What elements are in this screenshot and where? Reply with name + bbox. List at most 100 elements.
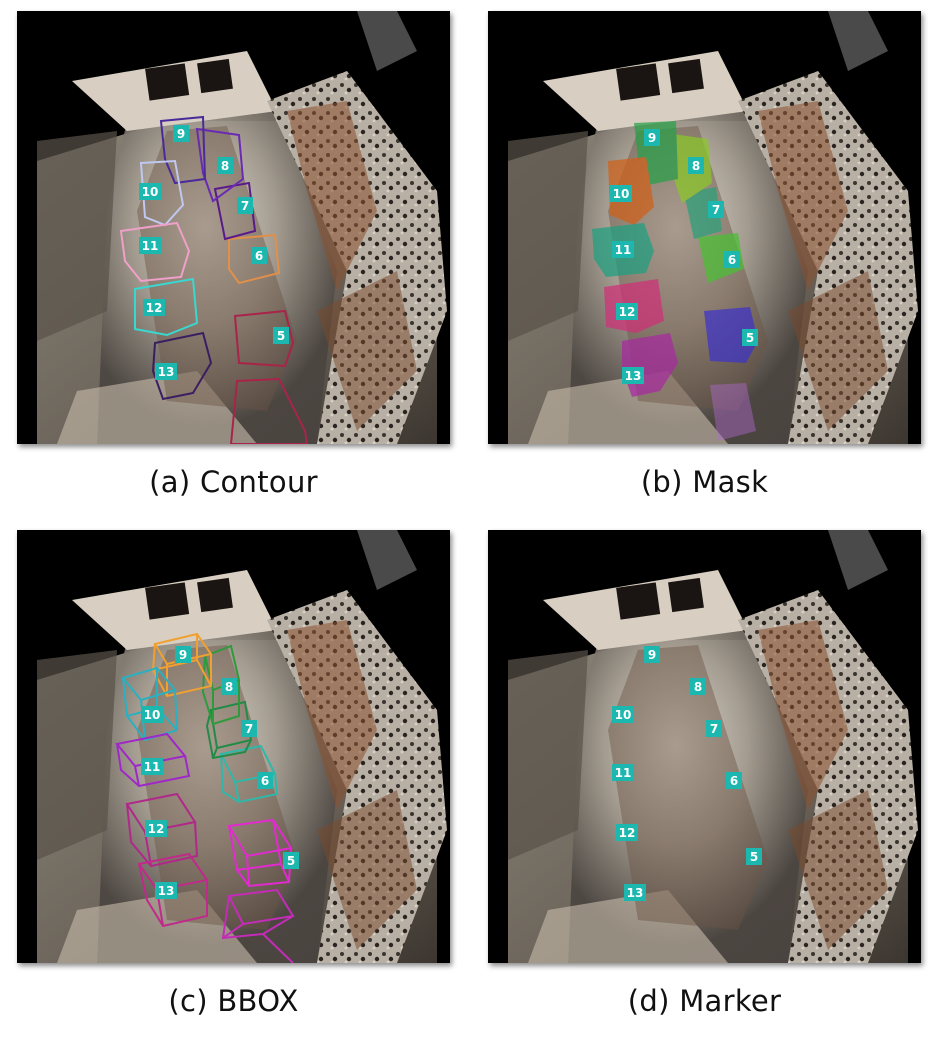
marker-text: 10	[144, 708, 161, 722]
marker-label-5: 5	[273, 327, 289, 344]
marker-badge	[155, 882, 177, 899]
contour-13	[151, 331, 213, 401]
marker-badge	[612, 706, 634, 723]
caption-d: (d) Marker	[627, 984, 782, 1018]
bbox-9	[151, 632, 213, 698]
marker-badge	[143, 299, 165, 316]
contour-10	[139, 159, 185, 227]
contour-5	[233, 309, 295, 368]
marker-text: 11	[615, 766, 632, 780]
mask-extra	[710, 383, 756, 441]
marker-badge	[622, 367, 644, 384]
marker-label-7: 7	[706, 720, 722, 737]
marker-text: 9	[179, 648, 187, 662]
marker-label-5: 5	[746, 848, 762, 865]
contour-5b	[229, 377, 309, 444]
marker-badge	[257, 772, 273, 789]
marker-text: 8	[221, 159, 229, 173]
marker-badge	[155, 363, 177, 380]
marker-label-13: 13	[155, 882, 177, 899]
marker-badge	[251, 247, 267, 264]
marker-text: 8	[225, 680, 233, 694]
marker-text: 10	[613, 187, 630, 201]
marker-badge	[175, 646, 191, 663]
marker-badge	[217, 157, 233, 174]
contour-9	[159, 115, 207, 185]
marker-text: 7	[241, 199, 249, 213]
marker-label-12: 12	[616, 303, 638, 320]
marker-badge	[624, 884, 646, 901]
panel-marker: 5 6 7 8 9 10 11 12 13	[488, 530, 921, 963]
marker-text: 6	[730, 774, 738, 788]
contour-11	[119, 221, 191, 283]
marker-text: 9	[648, 131, 656, 145]
marker-text: 7	[712, 203, 720, 217]
contour-7	[213, 181, 257, 241]
scene-image-contour: 5 6 7 8 9 10 11 12 13	[17, 11, 450, 444]
marker-text: 8	[694, 680, 702, 694]
marker-label-8: 8	[688, 157, 704, 174]
marker-badge	[690, 678, 706, 695]
marker-text: 10	[142, 185, 159, 199]
scene-image-marker: 5 6 7 8 9 10 11 12 13	[488, 530, 921, 963]
scene-image-bbox: 5 6 7 8 9 10 11 12 13	[17, 530, 450, 963]
marker-badge	[145, 820, 167, 837]
marker-text: 5	[287, 854, 295, 868]
marker-text: 12	[148, 822, 165, 836]
contour-8	[195, 127, 245, 203]
bbox-5b	[221, 888, 295, 963]
marker-label-10: 10	[612, 706, 634, 723]
marker-label-13: 13	[624, 884, 646, 901]
marker-label-6: 6	[726, 772, 742, 789]
bbox-11	[115, 732, 191, 788]
marker-text: 13	[627, 886, 644, 900]
marker-badge	[273, 327, 289, 344]
marker-badge	[644, 646, 660, 663]
marker-label-12: 12	[143, 299, 165, 316]
marker-badge	[612, 241, 634, 258]
marker-badge	[724, 251, 740, 268]
marker-label-11: 11	[612, 241, 634, 258]
contour-12	[134, 277, 199, 337]
marker-badge	[706, 720, 722, 737]
marker-text: 7	[245, 722, 253, 736]
marker-badge	[746, 848, 762, 865]
marker-badge	[708, 201, 724, 218]
marker-label-13: 13	[155, 363, 177, 380]
marker-badge	[610, 185, 632, 202]
marker-text: 9	[177, 127, 185, 141]
marker-label-12: 12	[616, 824, 638, 841]
marker-label-13: 13	[622, 367, 644, 384]
panel-contour: 5 6 7 8 9 10 11 12 13	[17, 11, 450, 444]
marker-label-9: 9	[175, 646, 191, 663]
marker-text: 13	[625, 369, 642, 383]
marker-text: 5	[750, 850, 758, 864]
marker-text: 11	[615, 243, 632, 257]
marker-text: 13	[158, 365, 175, 379]
marker-label-7: 7	[237, 197, 253, 214]
marker-label-8: 8	[217, 157, 233, 174]
marker-label-8: 8	[690, 678, 706, 695]
mask-7	[684, 187, 722, 239]
marker-badge	[742, 329, 758, 346]
marker-text: 8	[692, 159, 700, 173]
marker-text: 13	[158, 884, 175, 898]
marker-label-5: 5	[742, 329, 758, 346]
marker-badge	[283, 852, 299, 869]
contour-6	[228, 233, 281, 285]
marker-label-9: 9	[173, 125, 189, 142]
marker-label-11: 11	[139, 237, 161, 254]
marker-text: 12	[619, 826, 636, 840]
marker-label-12: 12	[145, 820, 167, 837]
marker-text: 6	[261, 774, 269, 788]
marker-badge	[141, 706, 163, 723]
marker-text: 6	[255, 249, 263, 263]
marker-badge	[644, 129, 660, 146]
caption-c: (c) BBOX	[168, 984, 299, 1018]
marker-label-5: 5	[283, 852, 299, 869]
marker-label-6: 6	[724, 251, 740, 268]
marker-label-10: 10	[141, 706, 163, 723]
marker-badge	[726, 772, 742, 789]
marker-label-11: 11	[612, 764, 634, 781]
caption-b: (b) Mask	[640, 465, 769, 499]
